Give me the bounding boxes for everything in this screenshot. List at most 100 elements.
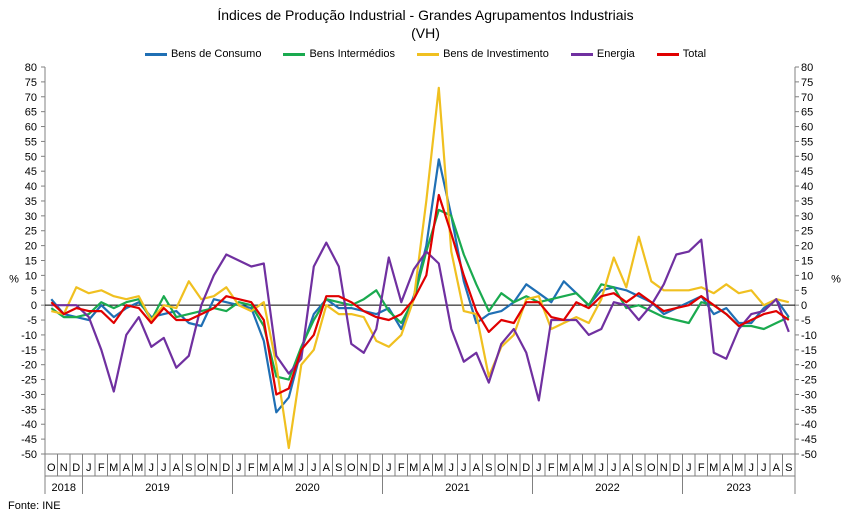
y-tick-label-right: -10 (801, 330, 817, 342)
year-label: 2023 (727, 482, 751, 494)
x-tick-label: A (323, 462, 331, 474)
x-tick-label: N (60, 462, 68, 474)
x-tick-label: D (672, 462, 680, 474)
x-tick-label: S (485, 462, 492, 474)
y-tick-label-left: -50 (21, 449, 37, 461)
y-tick-label-right: -5 (801, 315, 811, 327)
y-tick-label-left: 15 (25, 256, 37, 268)
x-tick-label: J (536, 462, 542, 474)
y-axis-label-right: % (831, 273, 841, 285)
legend-label: Bens de Consumo (170, 48, 262, 60)
y-tick-label-left: 75 (25, 77, 37, 89)
y-tick-label-right: -30 (801, 389, 817, 401)
year-label: 2021 (445, 482, 469, 494)
x-tick-label: A (573, 462, 581, 474)
x-tick-label: J (449, 462, 455, 474)
y-tick-label-left: 20 (25, 241, 37, 253)
x-tick-label: M (559, 462, 568, 474)
y-tick-label-right: 10 (801, 270, 813, 282)
x-tick-label: S (185, 462, 192, 474)
y-tick-label-left: -35 (21, 404, 37, 416)
x-tick-label: J (161, 462, 167, 474)
y-tick-label-right: 60 (801, 122, 813, 134)
x-tick-label: S (335, 462, 342, 474)
x-tick-label: A (623, 462, 631, 474)
y-tick-label-left: 35 (25, 196, 37, 208)
y-tick-label-right: 5 (801, 285, 807, 297)
year-label: 2019 (145, 482, 169, 494)
series-line-1 (50, 208, 790, 381)
x-tick-label: J (149, 462, 155, 474)
x-tick-label: A (473, 462, 481, 474)
source-note: Fonte: INE (8, 500, 61, 512)
x-tick-label: S (635, 462, 642, 474)
legend-swatch (417, 52, 440, 56)
y-tick-label-left: 10 (25, 270, 37, 282)
series-line-4 (50, 193, 790, 396)
x-tick-label: S (785, 462, 792, 474)
x-tick-label: J (761, 462, 767, 474)
y-tick-label-right: 40 (801, 181, 813, 193)
x-tick-label: J (236, 462, 242, 474)
year-label: 2022 (595, 482, 619, 494)
x-tick-label: A (423, 462, 431, 474)
x-tick-label: M (409, 462, 418, 474)
x-tick-label: A (273, 462, 281, 474)
y-tick-label-right: 65 (801, 107, 813, 119)
x-tick-label: N (360, 462, 368, 474)
x-tick-label: O (47, 462, 56, 474)
x-tick-label: J (299, 462, 305, 474)
y-tick-label-left: 50 (25, 151, 37, 163)
legend-item: Energia (570, 48, 635, 60)
x-tick-label: J (599, 462, 605, 474)
x-tick-label: J (86, 462, 92, 474)
x-tick-label: J (686, 462, 692, 474)
x-tick-label: F (698, 462, 705, 474)
y-tick-label-left: 45 (25, 166, 37, 178)
y-tick-label-left: 25 (25, 226, 37, 238)
y-tick-label-right: 35 (801, 196, 813, 208)
y-tick-label-left: 30 (25, 211, 37, 223)
y-tick-label-left: -15 (21, 345, 37, 357)
y-tick-label-right: 30 (801, 211, 813, 223)
y-tick-label-left: -30 (21, 389, 37, 401)
legend-label: Total (682, 48, 707, 60)
x-tick-label: J (311, 462, 317, 474)
y-tick-label-left: -5 (27, 315, 37, 327)
legend-item: Bens de Consumo (144, 48, 262, 60)
y-tick-label-left: 70 (25, 92, 37, 104)
y-tick-label-left: 40 (25, 181, 37, 193)
y-tick-label-right: 75 (801, 77, 813, 89)
y-tick-label-right: 20 (801, 241, 813, 253)
x-tick-label: N (660, 462, 668, 474)
chart-subtitle: (VH) (411, 25, 440, 41)
x-tick-label: D (522, 462, 530, 474)
x-tick-label: A (173, 462, 181, 474)
x-tick-label: O (197, 462, 206, 474)
series-line-2 (51, 86, 790, 450)
y-tick-label-right: 15 (801, 256, 813, 268)
y-tick-label-left: -40 (21, 419, 37, 431)
y-tick-label-left: 0 (31, 300, 37, 312)
legend-label: Energia (596, 48, 635, 60)
x-tick-label: J (461, 462, 467, 474)
x-tick-label: F (248, 462, 255, 474)
x-tick-label: A (723, 462, 731, 474)
x-tick-label: J (386, 462, 392, 474)
x-tick-label: M (584, 462, 593, 474)
y-tick-label-left: 60 (25, 122, 37, 134)
legend-label: Bens Intermédios (309, 48, 396, 60)
year-label: 2020 (295, 482, 319, 494)
x-tick-label: F (398, 462, 405, 474)
legend-swatch (656, 52, 679, 56)
y-tick-label-left: 55 (25, 136, 37, 148)
x-tick-label: D (372, 462, 380, 474)
x-tick-label: N (210, 462, 218, 474)
y-tick-label-left: 5 (31, 285, 37, 297)
x-tick-label: O (347, 462, 356, 474)
x-tick-label: M (734, 462, 743, 474)
x-tick-label: M (284, 462, 293, 474)
x-tick-label: J (611, 462, 617, 474)
y-tick-label-right: 25 (801, 226, 813, 238)
x-tick-label: O (497, 462, 506, 474)
